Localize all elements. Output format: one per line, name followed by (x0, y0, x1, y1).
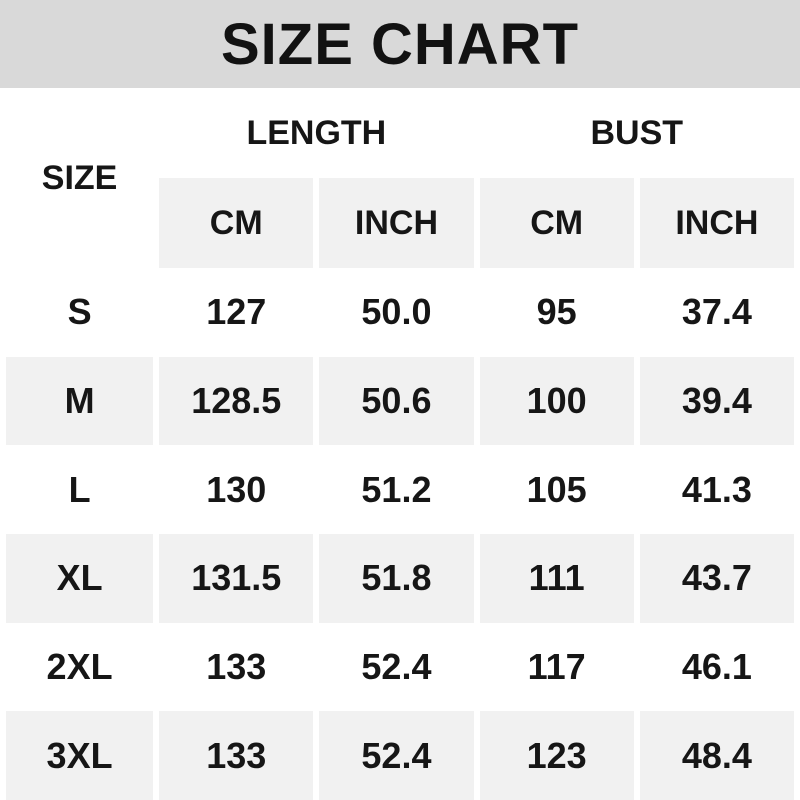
size-label: L (6, 445, 154, 534)
column-header-bust-cm: CM (479, 178, 634, 268)
table-row-3xl: 3XL 133 52.4 123 48.4 (6, 711, 794, 800)
bust-inch-value: 37.4 (639, 268, 794, 357)
unit-header-row: CM INCH CM INCH (6, 178, 794, 268)
length-inch-value: 52.4 (319, 711, 474, 800)
table-row-2xl: 2XL 133 52.4 117 46.1 (6, 622, 794, 712)
column-header-size: SIZE (6, 88, 154, 268)
column-group-bust: BUST (479, 88, 794, 178)
bust-cm-value: 111 (479, 533, 634, 623)
table-row-xl: XL 131.5 51.8 111 43.7 (6, 533, 794, 623)
size-label: 3XL (6, 711, 154, 800)
bust-inch-value: 41.3 (639, 445, 794, 534)
length-inch-value: 51.8 (319, 533, 474, 623)
size-label: S (6, 268, 154, 357)
length-cm-value: 130 (159, 445, 314, 534)
page-title: SIZE CHART (221, 11, 579, 77)
bust-cm-value: 95 (479, 268, 634, 357)
bust-inch-value: 43.7 (639, 533, 794, 623)
length-cm-value: 131.5 (159, 533, 314, 623)
length-cm-value: 128.5 (159, 356, 314, 446)
size-label: XL (6, 533, 154, 623)
table-row-s: S 127 50.0 95 37.4 (6, 268, 794, 357)
group-header-row: SIZE LENGTH BUST (6, 88, 794, 268)
column-header-length-cm: CM (159, 178, 314, 268)
bust-inch-value: 39.4 (639, 356, 794, 446)
size-table: SIZE LENGTH BUST CM INCH CM INCH S 127 5… (0, 88, 800, 800)
title-bar: SIZE CHART (0, 0, 800, 88)
length-cm-value: 127 (159, 268, 314, 357)
bust-cm-value: 117 (479, 622, 634, 712)
column-header-bust-inch: INCH (639, 178, 794, 268)
length-cm-value: 133 (159, 711, 314, 800)
bust-cm-value: 100 (479, 356, 634, 446)
table-row-m: M 128.5 50.6 100 39.4 (6, 356, 794, 446)
column-header-length-inch: INCH (319, 178, 474, 268)
column-group-length: LENGTH (159, 88, 474, 178)
length-inch-value: 52.4 (319, 622, 474, 712)
bust-inch-value: 46.1 (639, 622, 794, 712)
size-label: M (6, 356, 154, 446)
bust-cm-value: 105 (479, 445, 634, 534)
table-row-l: L 130 51.2 105 41.3 (6, 445, 794, 534)
length-inch-value: 50.6 (319, 356, 474, 446)
length-inch-value: 51.2 (319, 445, 474, 534)
length-cm-value: 133 (159, 622, 314, 712)
bust-inch-value: 48.4 (639, 711, 794, 800)
length-inch-value: 50.0 (319, 268, 474, 357)
size-label: 2XL (6, 622, 154, 712)
bust-cm-value: 123 (479, 711, 634, 800)
